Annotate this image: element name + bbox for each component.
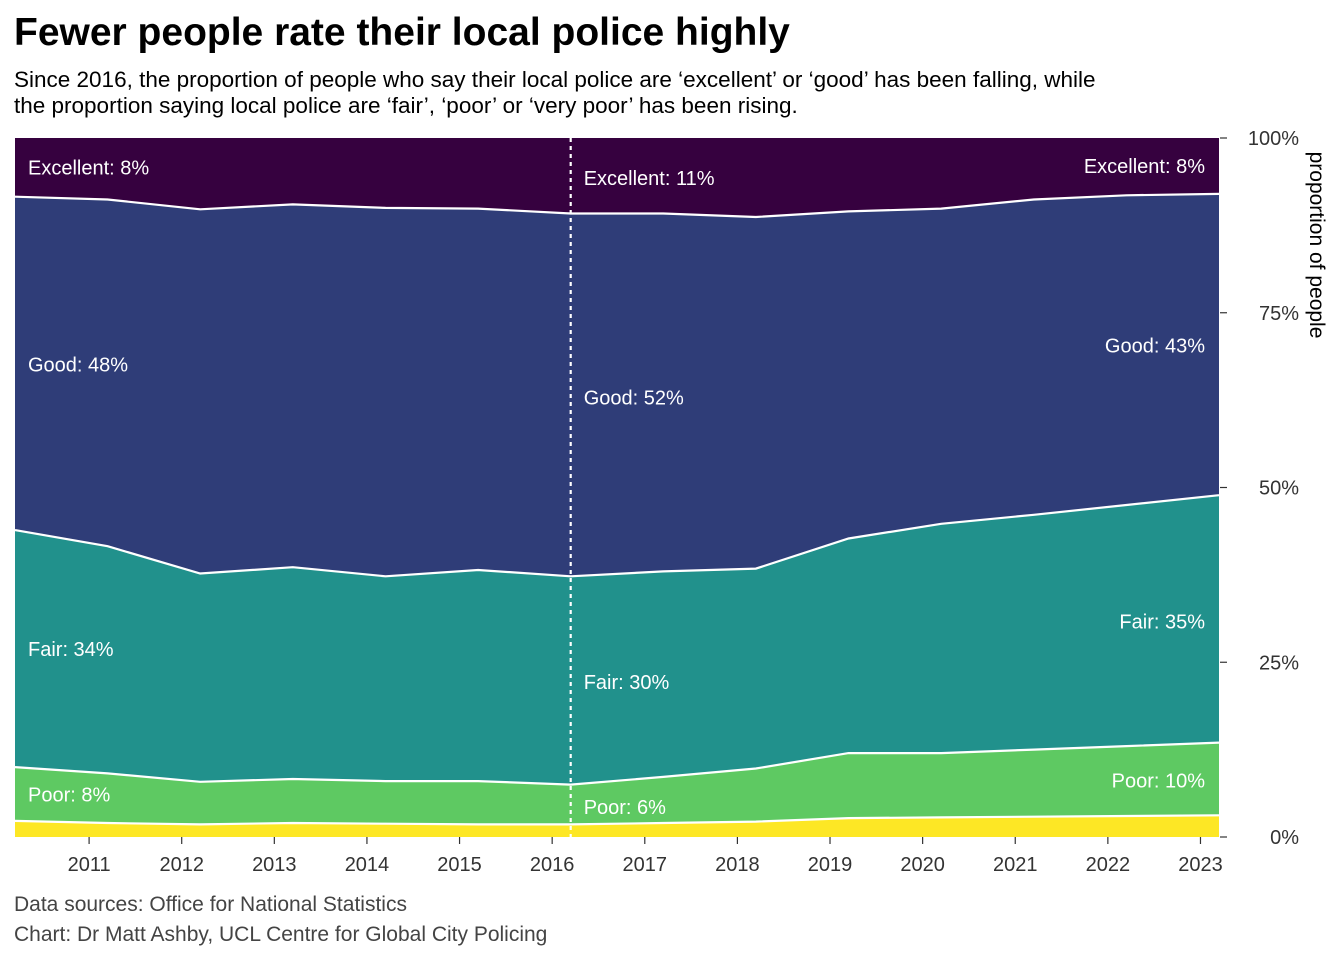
boundary-line [14, 741, 1220, 786]
area-label: Excellent: 8% [1084, 156, 1205, 178]
y-tick-label: 0% [1270, 827, 1299, 849]
x-tick-label: 2012 [159, 854, 204, 876]
area-very-poor [15, 815, 1219, 837]
chart-credit: Chart: Dr Matt Ashby, UCL Centre for Glo… [14, 923, 548, 946]
area-layer [15, 138, 1219, 837]
area-poor [15, 742, 1219, 825]
chart-subtitle: Since 2016, the proportion of people who… [14, 67, 1324, 119]
area-good [15, 193, 1219, 577]
area-label: Poor: 6% [584, 797, 666, 819]
chart-title: Fewer people rate their local police hig… [14, 11, 790, 54]
x-tick-label: 2013 [252, 854, 297, 876]
area-fair [15, 495, 1219, 785]
area-label: Fair: 34% [28, 639, 114, 661]
boundary-line [14, 192, 1220, 219]
x-tick-label: 2019 [808, 854, 853, 876]
x-tick-label: 2018 [715, 854, 760, 876]
area-label: Excellent: 8% [28, 157, 149, 179]
area-label: Good: 43% [1105, 336, 1205, 358]
subtitle-line: the proportion saying local police are ‘… [14, 93, 798, 118]
boundary-lines [14, 192, 1220, 826]
chart-caption: Data sources: Office for National Statis… [14, 890, 547, 950]
area-label: Good: 52% [584, 387, 684, 409]
y-tick-label: 100% [1248, 128, 1299, 150]
y-tick-label: 50% [1259, 478, 1299, 500]
x-tick-label: 2016 [530, 854, 575, 876]
x-tick-label: 2011 [68, 854, 111, 876]
x-tick-label: 2021 [993, 854, 1038, 876]
x-tick-label: 2017 [623, 854, 668, 876]
y-axis: 0% 25% 50% 75% 100% [1220, 128, 1299, 849]
area-label: Good: 48% [28, 354, 128, 376]
area-label: Excellent: 11% [584, 168, 715, 190]
y-tick-label: 75% [1259, 303, 1299, 325]
boundary-line [14, 814, 1220, 826]
area-excellent [15, 138, 1219, 217]
area-label: Fair: 35% [1119, 612, 1205, 634]
area-label: Fair: 30% [584, 672, 670, 694]
x-tick-label: 2015 [437, 854, 482, 876]
y-axis-title: proportion of people [1305, 152, 1328, 339]
x-tick-label: 2023 [1178, 854, 1223, 876]
area-label: Poor: 8% [28, 784, 110, 806]
y-tick-label: 25% [1259, 652, 1299, 674]
x-axis: 2011 2012 2013 2014 2015 2016 2017 2018 2019 2020… [68, 837, 1223, 876]
x-tick-label: 2014 [345, 854, 390, 876]
area-label: Poor: 10% [1112, 770, 1206, 792]
data-sources: Data sources: Office for National Statis… [14, 893, 407, 916]
boundary-line [14, 494, 1220, 578]
x-tick-label: 2022 [1086, 854, 1131, 876]
subtitle-line: Since 2016, the proportion of people who… [14, 67, 1096, 92]
x-tick-label: 2020 [900, 854, 945, 876]
area-labels: Excellent: 8% Good: 48% Fair: 34% Poor: 8% E… [28, 156, 1205, 819]
